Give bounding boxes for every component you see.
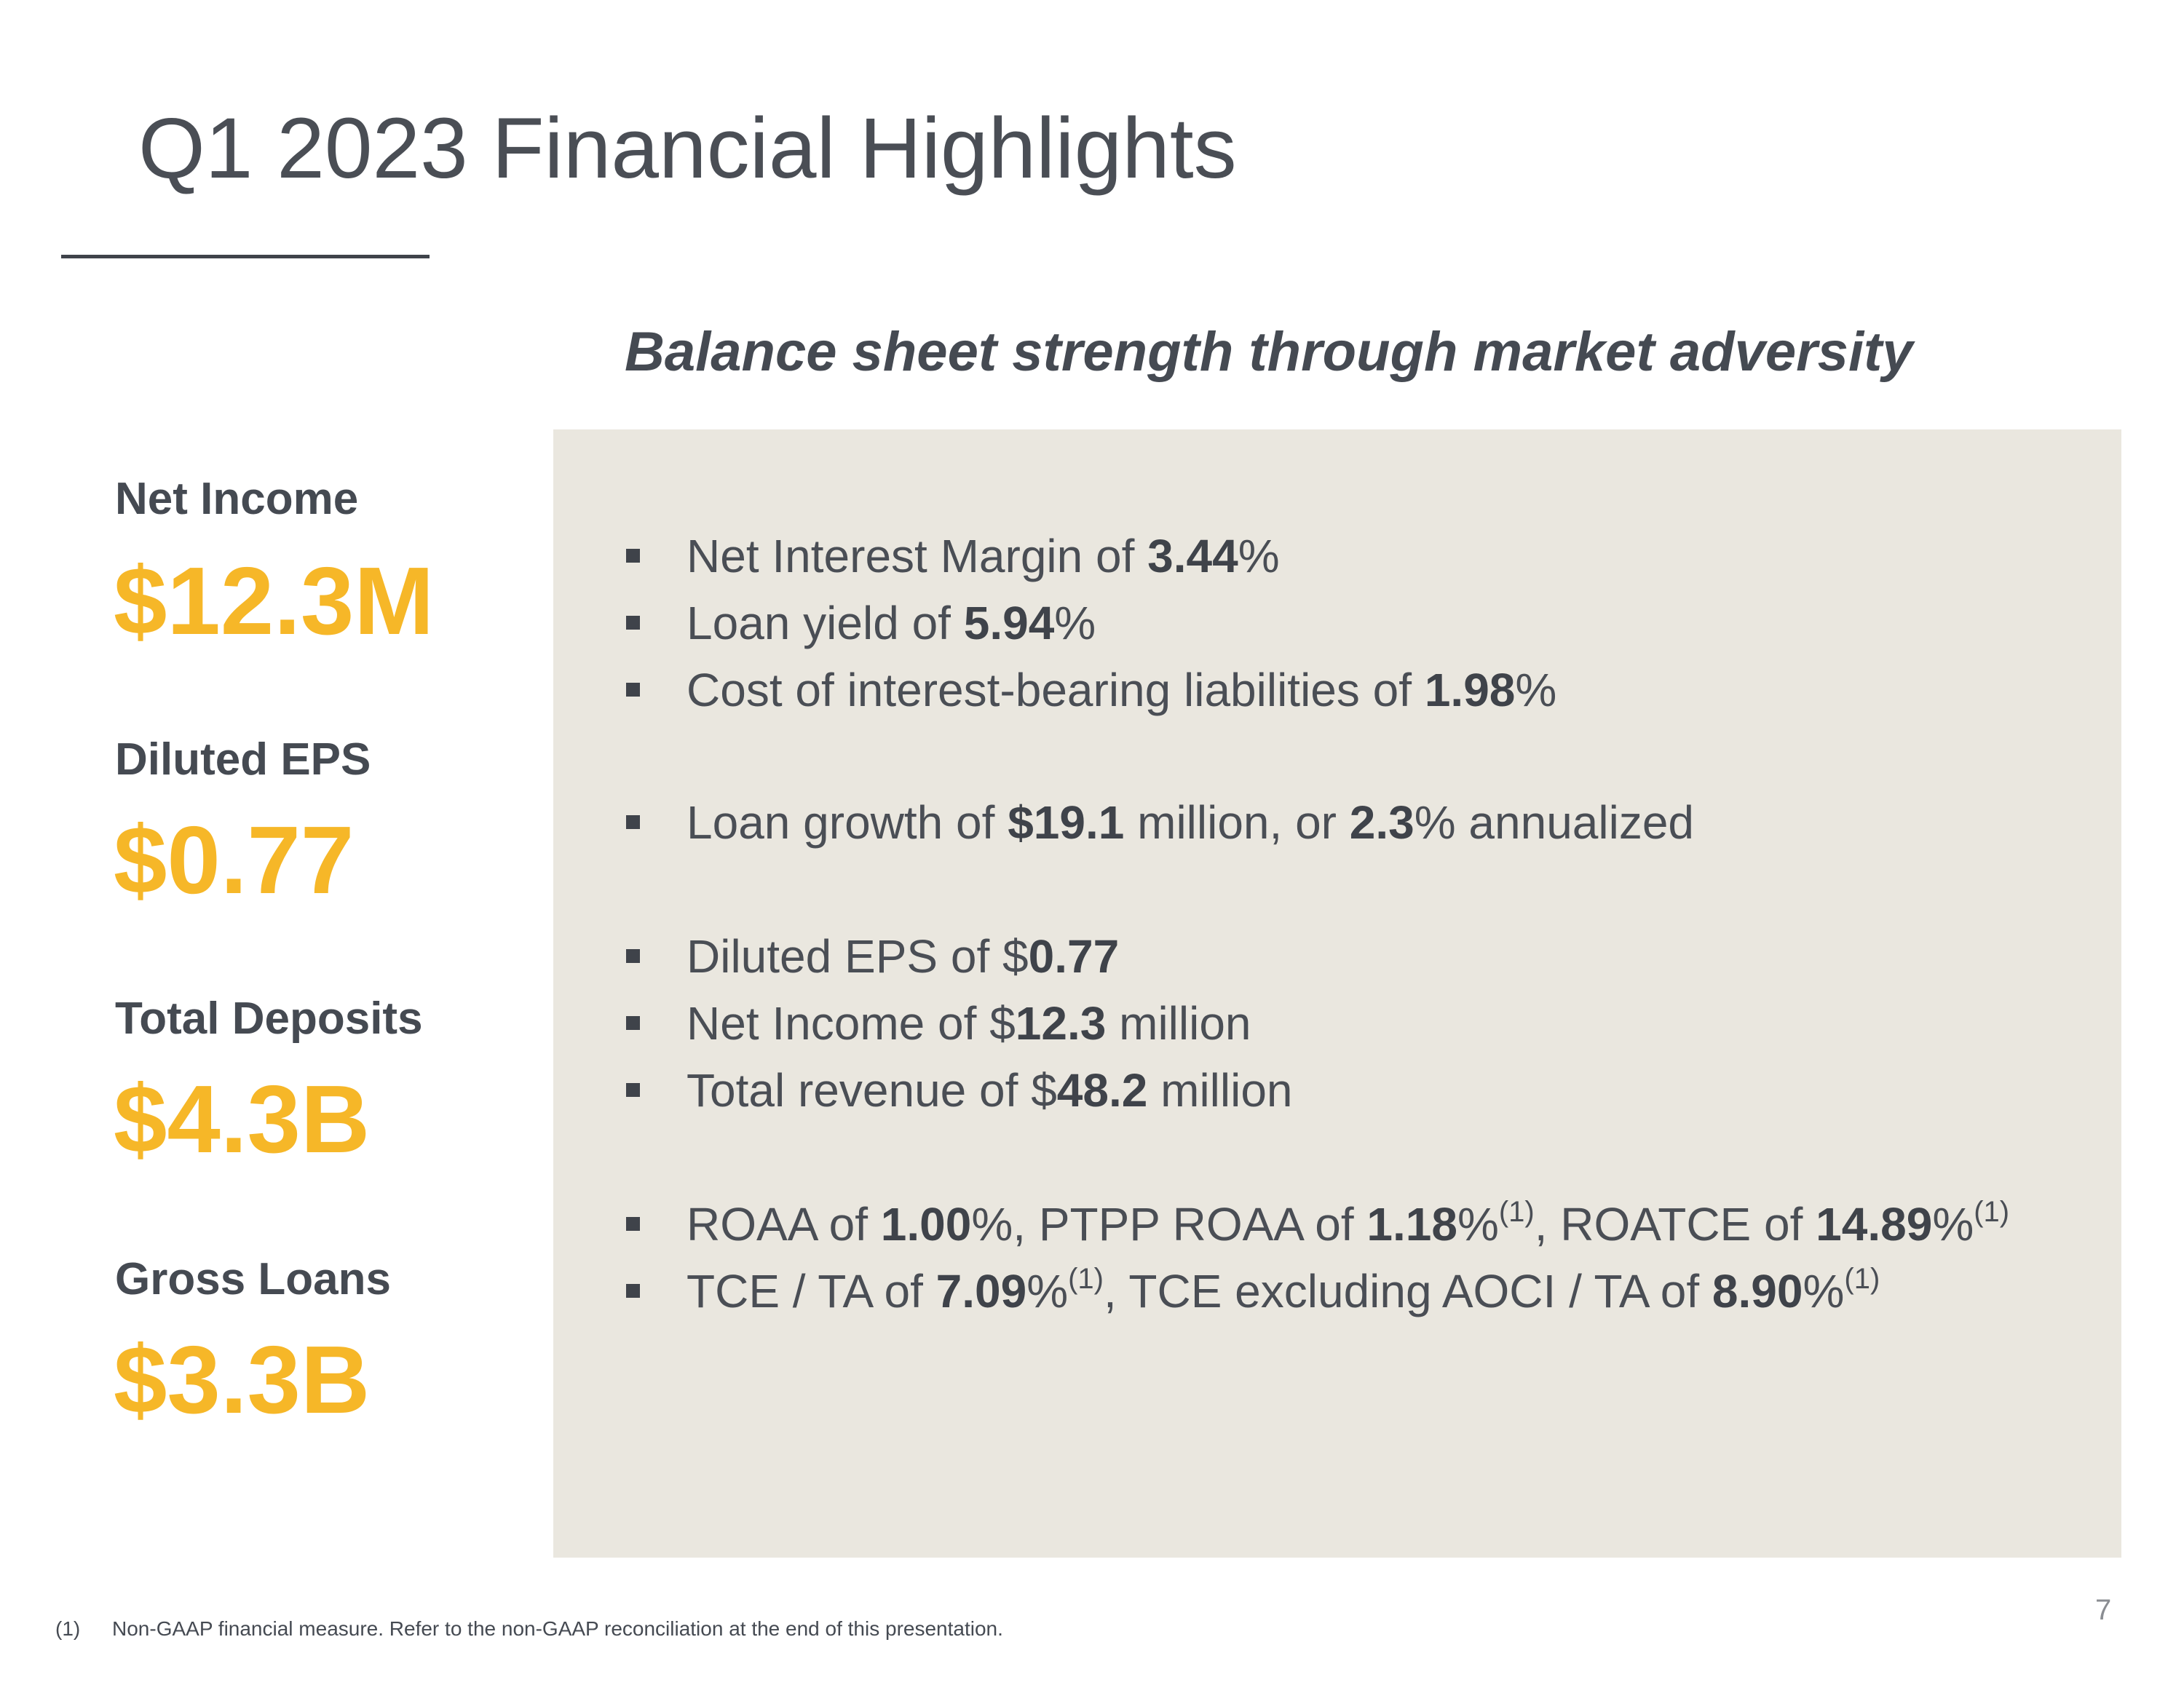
slide-subtitle: Balance sheet strength through market ad…	[625, 321, 1913, 383]
bullet-value: 2.3	[1349, 796, 1415, 849]
metric-value-gross-loans: $3.3B	[114, 1326, 371, 1433]
bullet-value: 7.09	[935, 1265, 1027, 1317]
footnote-ref: (1)	[1844, 1263, 1880, 1295]
bullet-item: Net Interest Margin of 3.44%	[626, 533, 1280, 579]
bullet-text: Total revenue of $	[687, 1064, 1057, 1117]
bullet-value: 8.90	[1712, 1265, 1803, 1317]
bullet-text: % annualized	[1414, 796, 1694, 849]
bullet-value: 48.2	[1056, 1064, 1148, 1117]
bullet-text: %	[1457, 1198, 1499, 1250]
bullet-text: Cost of interest-bearing liabilities of	[687, 664, 1425, 716]
metric-value-diluted-eps: $0.77	[114, 806, 355, 913]
metric-value-net-income: $12.3M	[114, 547, 435, 654]
bullet-text: Loan growth of	[687, 796, 1008, 849]
bullet-text: Net Income of $	[687, 997, 1016, 1050]
bullet-item: Net Income of $12.3 million	[626, 1000, 1251, 1047]
bullet-square-icon	[626, 682, 640, 697]
bullet-text: ROAA of	[687, 1198, 881, 1250]
bullet-text: %	[1803, 1265, 1845, 1317]
footnote-text: Non-GAAP financial measure. Refer to the…	[112, 1617, 1003, 1640]
bullet-text: million	[1106, 997, 1251, 1050]
bullet-value: 1.18	[1366, 1198, 1457, 1250]
metric-label-diluted-eps: Diluted EPS	[115, 734, 371, 785]
footnote-ref: (1)	[1974, 1196, 2010, 1228]
bullet-text: %	[1054, 597, 1096, 649]
bullet-square-icon	[626, 1216, 640, 1231]
bullet-item: Loan yield of 5.94%	[626, 600, 1096, 646]
metric-value-total-deposits: $4.3B	[114, 1066, 371, 1173]
bullet-value: 5.94	[963, 597, 1055, 649]
bullet-square-icon	[626, 1283, 640, 1298]
highlights-panel	[553, 429, 2121, 1558]
bullet-text: %	[1026, 1265, 1069, 1317]
bullet-item: Total revenue of $48.2 million	[626, 1067, 1293, 1114]
bullet-square-icon	[626, 948, 640, 963]
bullet-value: 1.00	[880, 1198, 972, 1250]
bullet-item: ROAA of 1.00%, PTPP ROAA of 1.18%(1), RO…	[626, 1197, 2009, 1250]
bullet-text: Net Interest Margin of	[687, 530, 1148, 582]
bullet-text: , ROATCE of	[1534, 1198, 1816, 1250]
bullet-value: 0.77	[1028, 930, 1120, 983]
bullet-value: 12.3	[1015, 997, 1107, 1050]
bullet-text: million, or	[1124, 796, 1350, 849]
footnote-number: (1)	[55, 1617, 81, 1640]
bullet-text: million	[1147, 1064, 1293, 1117]
page-number: 7	[2095, 1594, 2112, 1626]
bullet-value: $19.1	[1008, 796, 1125, 849]
metric-label-gross-loans: Gross Loans	[115, 1254, 391, 1304]
bullet-text: , TCE excluding AOCI / TA of	[1103, 1265, 1712, 1317]
bullet-text: %	[1238, 530, 1280, 582]
footnote: (1) Non-GAAP financial measure. Refer to…	[55, 1617, 1003, 1641]
bullet-text: %	[1515, 664, 1557, 716]
footnote-ref: (1)	[1498, 1196, 1535, 1228]
bullet-item: Loan growth of $19.1 million, or 2.3% an…	[626, 799, 1694, 846]
bullet-text: TCE / TA of	[687, 1265, 936, 1317]
page-title: Q1 2023 Financial Highlights	[138, 100, 1237, 197]
bullet-value: 14.89	[1816, 1198, 1933, 1250]
bullet-item: Diluted EPS of $0.77	[626, 933, 1119, 980]
bullet-square-icon	[626, 1082, 640, 1097]
metric-label-net-income: Net Income	[115, 474, 359, 524]
bullet-item: Cost of interest-bearing liabilities of …	[626, 667, 1556, 713]
bullet-item: TCE / TA of 7.09%(1), TCE excluding AOCI…	[626, 1264, 1880, 1317]
bullet-square-icon	[626, 615, 640, 630]
bullet-text: %	[1932, 1198, 1974, 1250]
bullet-square-icon	[626, 1015, 640, 1030]
bullet-value: 3.44	[1147, 530, 1238, 582]
bullet-square-icon	[626, 548, 640, 563]
bullet-text: %, PTPP ROAA of	[971, 1198, 1367, 1250]
bullet-square-icon	[626, 814, 640, 829]
bullet-text: Loan yield of	[687, 597, 964, 649]
title-underline	[61, 255, 430, 258]
metric-label-total-deposits: Total Deposits	[115, 994, 423, 1044]
bullet-value: 1.98	[1424, 664, 1516, 716]
footnote-ref: (1)	[1068, 1263, 1104, 1295]
bullet-text: Diluted EPS of $	[687, 930, 1029, 983]
